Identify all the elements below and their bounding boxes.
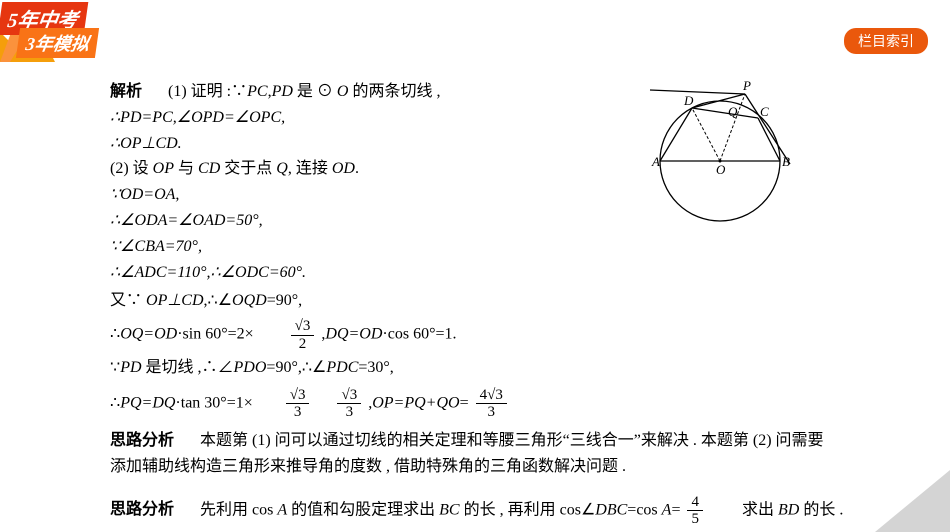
line-6: ∴∠ODA=∠OAD=50°, [110, 209, 920, 234]
line-14: 思路分析 先利用 cos A 的值和勾股定理求出 BC 的长 , 再利用 cos… [110, 494, 920, 528]
line-3: ∴OP⊥CD. [110, 132, 920, 157]
line-10: ∴OQ=OD·sin 60°=2× √32 ,DQ=OD·cos 60°=1. [110, 318, 920, 352]
fraction-5: 45 [687, 494, 703, 528]
fraction-3: √33 [337, 387, 361, 421]
column-index-button[interactable]: 栏目索引 [844, 28, 928, 54]
line-2: ∴PD=PC,∠OPD=∠OPC, [110, 106, 920, 131]
brand-logo: 5年中考 3年模拟 [0, 2, 120, 57]
fraction-2: √33 [286, 387, 310, 421]
line-4: (2) 设 OP 与 CD 交于点 Q, 连接 OD. [110, 157, 920, 182]
approach-label-2: 思路分析 [110, 501, 174, 518]
solution-content: 解析 (1) 证明 :∵PC,PD 是 ⊙ O 的两条切线 , ∴PD=PC,∠… [110, 80, 920, 529]
logo-line-2: 3年模拟 [16, 28, 99, 58]
line-13c: 添加辅助线构造三角形来推导角的度数 , 借助特殊角的三角函数解决问题 . [110, 455, 920, 480]
line-1: 解析 (1) 证明 :∵PC,PD 是 ⊙ O 的两条切线 , [110, 80, 920, 105]
line-8: ∴∠ADC=110°,∴∠ODC=60°. [110, 261, 920, 286]
fraction-4: 4√33 [476, 387, 507, 421]
line-13: 思路分析 本题第 (1) 问可以通过切线的相关定理和等腰三角形“三线合一”来解决… [110, 429, 920, 454]
corner-decoration [875, 470, 950, 532]
line-12: ∴PQ=DQ·tan 30°=1× √33 √33 ,OP=PQ+QO= 4√3… [110, 387, 920, 421]
line-7: ∵∠CBA=70°, [110, 235, 920, 260]
line-11: ∵PD 是切线 ,∴∠PDO=90°,∴∠PDC=30°, [110, 356, 920, 381]
approach-label-1: 思路分析 [110, 432, 174, 449]
line-9: 又∵ OP⊥CD,∴∠OQD=90°, [110, 289, 920, 314]
analysis-label: 解析 [110, 83, 142, 100]
fraction-1: √32 [291, 318, 315, 352]
line-5: ∵OD=OA, [110, 183, 920, 208]
